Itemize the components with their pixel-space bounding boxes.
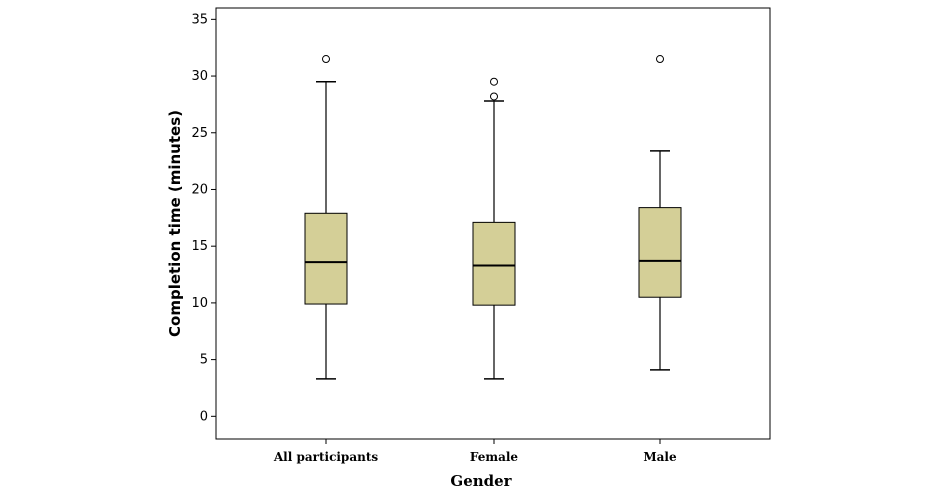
x-category-label: All participants (273, 450, 378, 464)
y-axis-title: Completion time (minutes) (166, 110, 184, 337)
y-tick-label: 25 (191, 126, 208, 141)
iqr-box (304, 212, 348, 305)
y-axis: 0 5 10 15 20 25 30 35 (191, 12, 216, 424)
y-tick-label: 15 (191, 239, 208, 254)
y-tick-label: 5 (200, 353, 208, 368)
iqr-box (638, 207, 682, 298)
x-category-label: Female (470, 450, 519, 464)
box-series (304, 55, 682, 380)
x-axis: All participants Female Male (273, 439, 677, 464)
box-group (638, 55, 682, 371)
y-tick-label: 0 (200, 409, 208, 424)
outlier-point (656, 55, 664, 64)
y-tick-label: 20 (191, 182, 208, 197)
x-category-label: Male (643, 450, 677, 464)
x-axis-title: Gender (450, 472, 512, 490)
y-tick-label: 35 (191, 12, 208, 27)
outlier-point (490, 92, 498, 101)
outlier-point (490, 77, 498, 86)
y-tick-label: 10 (191, 296, 208, 311)
outlier-point (322, 55, 330, 64)
box-group (472, 77, 516, 380)
box-group (304, 55, 348, 380)
iqr-box (472, 221, 516, 306)
y-tick-label: 30 (191, 69, 208, 84)
